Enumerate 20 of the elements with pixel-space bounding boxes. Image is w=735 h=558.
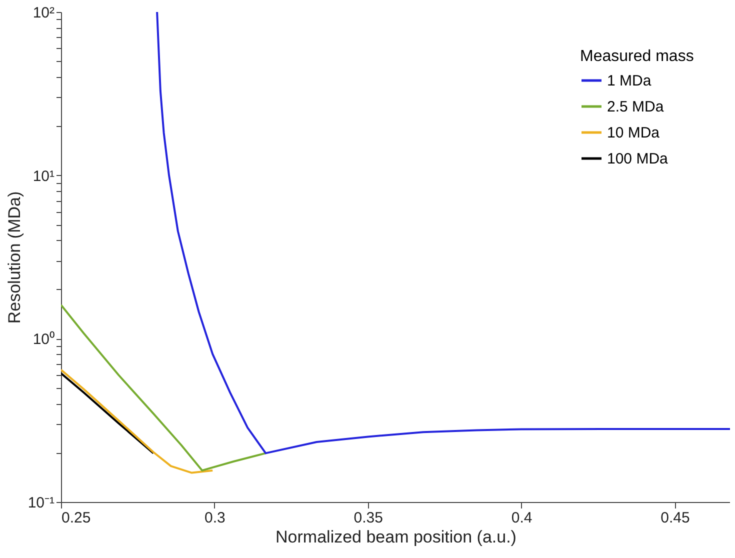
y-axis-title: Resolution (MDa) — [4, 191, 24, 324]
line-series — [61, 304, 267, 472]
x-tick-label: 0.3 — [204, 510, 226, 526]
line-series — [156, 12, 730, 454]
legend-label: 10 MDa — [607, 124, 660, 142]
x-tick-label: 0.25 — [62, 510, 91, 526]
legend-label: 1 MDa — [607, 72, 652, 90]
legend-label: 100 MDa — [607, 150, 669, 168]
y-tick-label: 10¹ — [32, 168, 54, 185]
legend-label: 2.5 MDa — [607, 98, 664, 116]
y-tick-label: 10² — [32, 4, 54, 22]
line-series — [61, 368, 214, 474]
x-axis-title: Normalized beam position (a.u.) — [276, 528, 516, 546]
line-series — [61, 372, 154, 454]
x-tick-label: 0.45 — [660, 510, 690, 526]
y-tick-label: 10⁰ — [32, 331, 54, 348]
y-tick-label: 10⁻¹ — [28, 494, 54, 512]
legend-title: Measured mass — [580, 48, 694, 65]
x-tick-label: 0.35 — [354, 510, 383, 526]
x-tick-label: 0.4 — [511, 510, 532, 526]
